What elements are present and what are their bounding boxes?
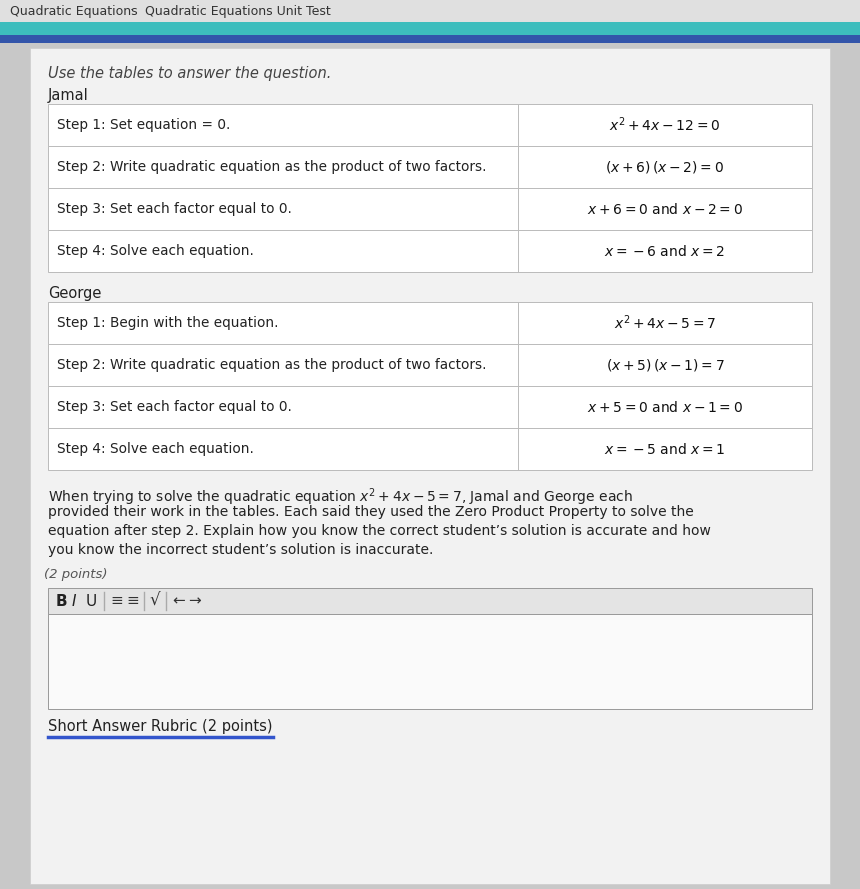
Bar (48, 386, 812, 428)
Text: $x = -6$ and $x = 2$: $x = -6$ and $x = 2$ (605, 244, 726, 259)
Text: Quadratic Equations: Quadratic Equations (10, 4, 138, 18)
Text: Step 4: Solve each equation.: Step 4: Solve each equation. (57, 442, 254, 456)
Text: I: I (72, 594, 77, 608)
Text: you know the incorrect student’s solution is inaccurate.: you know the incorrect student’s solutio… (48, 543, 433, 557)
Text: Step 3: Set each factor equal to 0.: Step 3: Set each factor equal to 0. (57, 400, 292, 414)
Text: ≡: ≡ (110, 594, 123, 608)
Bar (48, 344, 812, 386)
Text: ←: ← (172, 594, 185, 608)
Text: $x^2 + 4x - 12 = 0$: $x^2 + 4x - 12 = 0$ (609, 116, 721, 134)
Text: (2 points): (2 points) (44, 568, 108, 581)
Text: ·: · (130, 4, 134, 18)
Bar (0, 22, 860, 35)
Text: ≡: ≡ (126, 594, 138, 608)
Text: Step 1: Begin with the equation.: Step 1: Begin with the equation. (57, 316, 279, 330)
Text: equation after step 2. Explain how you know the correct student’s solution is ac: equation after step 2. Explain how you k… (48, 524, 711, 538)
Text: B: B (56, 594, 68, 608)
Text: U: U (86, 594, 97, 608)
Text: provided their work in the tables. Each said they used the Zero Product Property: provided their work in the tables. Each … (48, 505, 694, 519)
Bar (48, 230, 812, 272)
Text: √: √ (150, 592, 161, 610)
Text: Step 3: Set each factor equal to 0.: Step 3: Set each factor equal to 0. (57, 202, 292, 216)
Bar (48, 428, 812, 470)
Text: $x^2 + 4x - 5 = 7$: $x^2 + 4x - 5 = 7$ (614, 314, 716, 332)
Text: Step 1: Set equation = 0.: Step 1: Set equation = 0. (57, 118, 230, 132)
Text: George: George (48, 286, 101, 301)
Bar (48, 104, 812, 146)
Text: →: → (188, 594, 200, 608)
Bar (0, 0, 860, 22)
Bar (48, 188, 812, 230)
Text: Step 2: Write quadratic equation as the product of two factors.: Step 2: Write quadratic equation as the … (57, 358, 487, 372)
Text: Jamal: Jamal (48, 88, 89, 103)
Bar (0, 35, 860, 43)
Text: $x + 5 = 0$ and $x - 1 = 0$: $x + 5 = 0$ and $x - 1 = 0$ (587, 399, 743, 414)
Text: Short Answer Rubric (2 points): Short Answer Rubric (2 points) (48, 719, 273, 734)
Text: $(x + 5)\,(x - 1) = 7$: $(x + 5)\,(x - 1) = 7$ (605, 357, 724, 373)
Bar (48, 146, 812, 188)
Text: $x = -5$ and $x = 1$: $x = -5$ and $x = 1$ (605, 442, 726, 456)
Text: $x + 6 = 0$ and $x - 2 = 0$: $x + 6 = 0$ and $x - 2 = 0$ (587, 202, 743, 217)
Bar (48, 614, 812, 709)
Text: $(x + 6)\,(x - 2) = 0$: $(x + 6)\,(x - 2) = 0$ (605, 159, 724, 175)
Bar (48, 302, 812, 344)
Text: Use the tables to answer the question.: Use the tables to answer the question. (48, 66, 331, 81)
Text: Quadratic Equations Unit Test: Quadratic Equations Unit Test (145, 4, 331, 18)
Text: When trying to solve the quadratic equation $x^2 + 4x - 5 = 7$, Jamal and George: When trying to solve the quadratic equat… (48, 486, 633, 508)
Text: Step 4: Solve each equation.: Step 4: Solve each equation. (57, 244, 254, 258)
Text: Step 2: Write quadratic equation as the product of two factors.: Step 2: Write quadratic equation as the … (57, 160, 487, 174)
Bar (48, 588, 812, 614)
